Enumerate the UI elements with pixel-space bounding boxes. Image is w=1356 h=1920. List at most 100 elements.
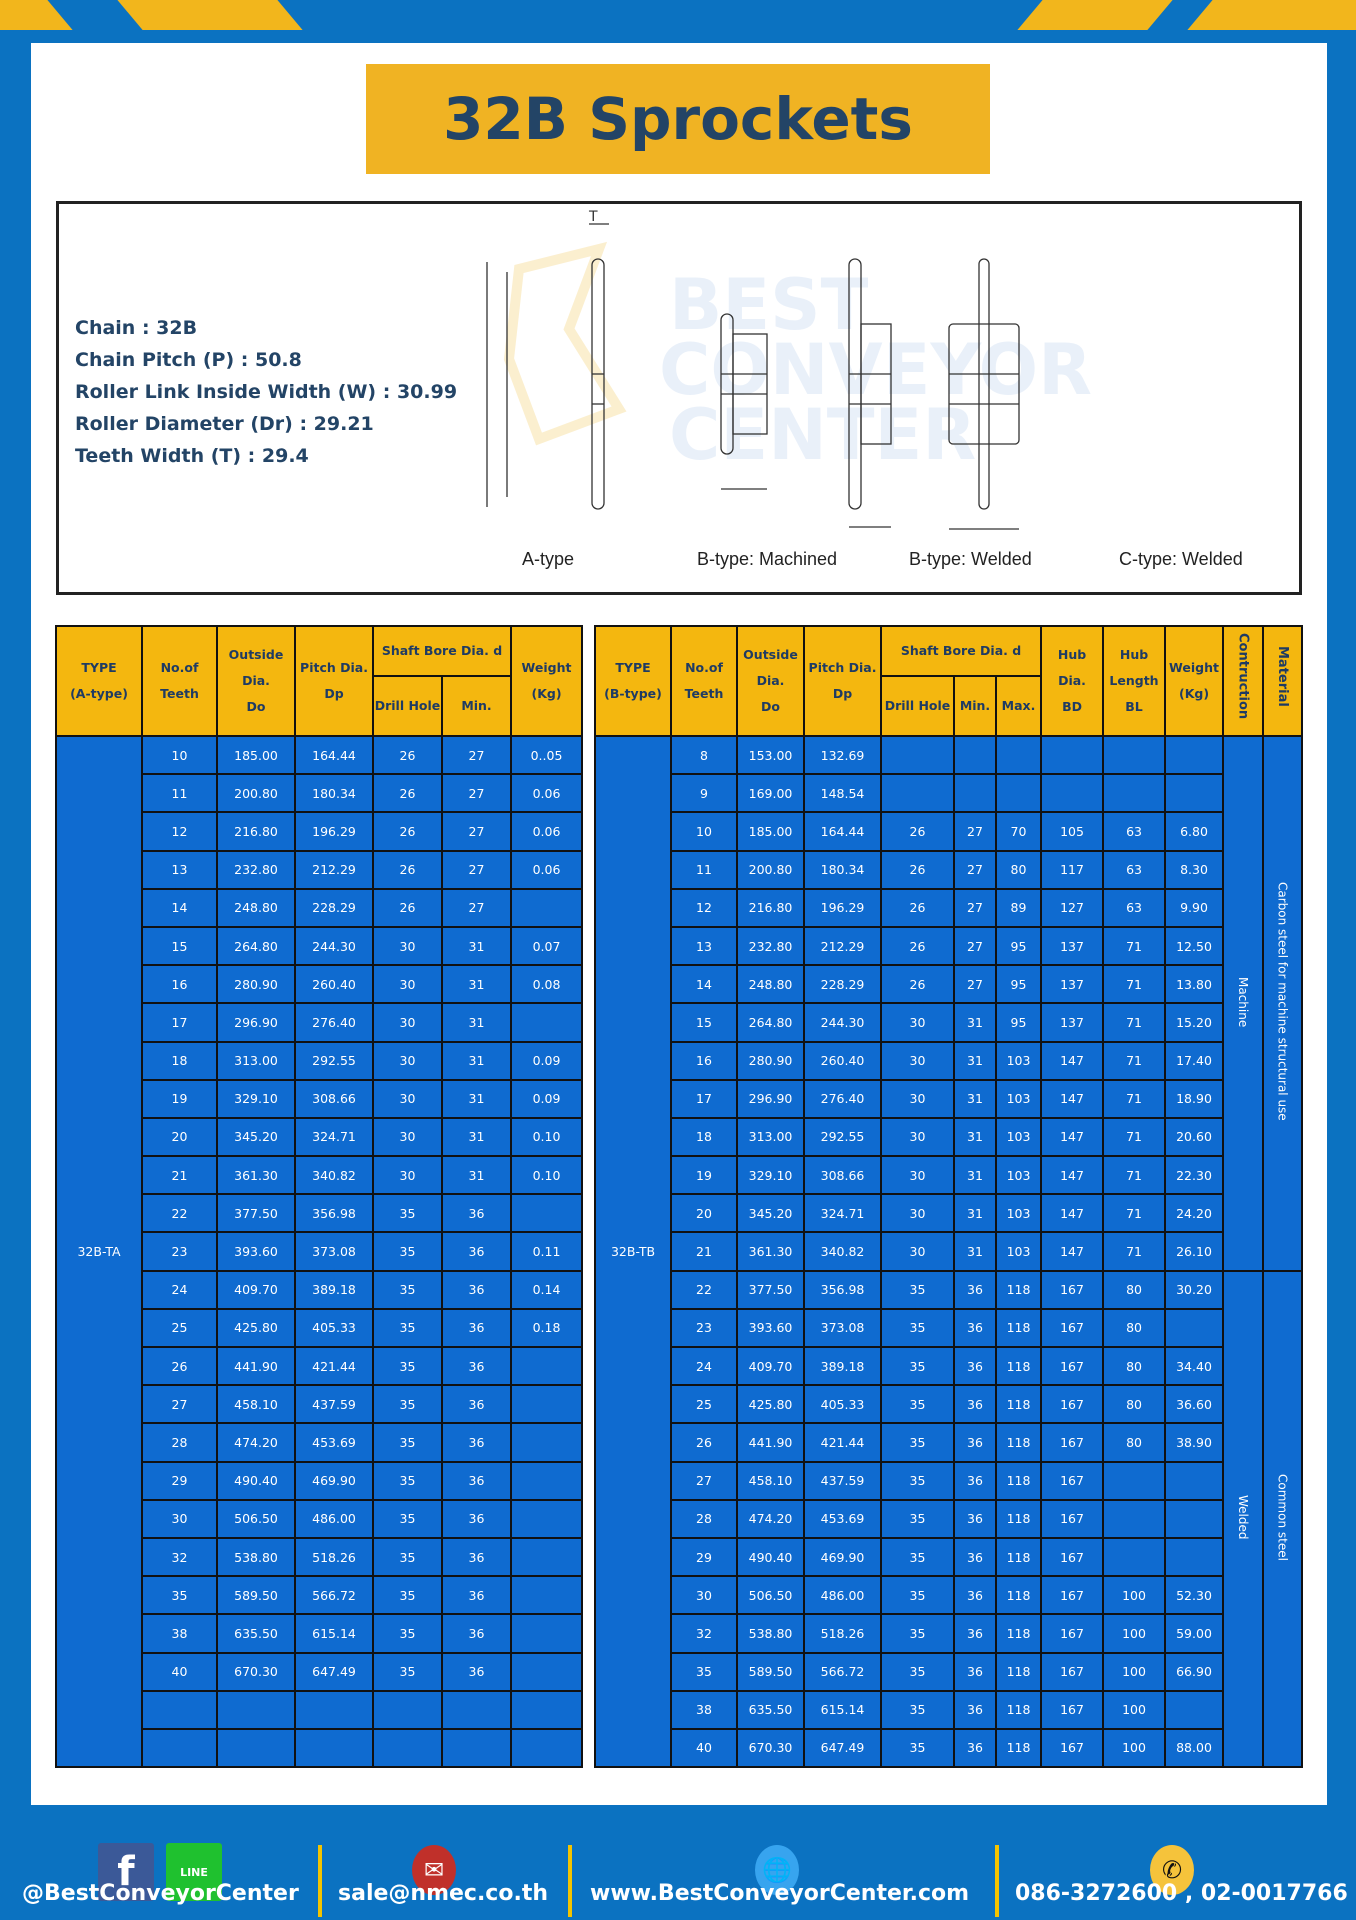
table-row: 28 474.20 453.69 35 36 xyxy=(56,1422,584,1463)
cell-outside-dia: 538.80 xyxy=(216,1536,296,1578)
cell-hub-dia: 167 xyxy=(1040,1613,1105,1654)
cell-drill-hole: 30 xyxy=(372,1078,443,1119)
cell-weight: 0..05 xyxy=(510,734,584,776)
social-handle[interactable]: @BestConveyorCenter xyxy=(22,1881,299,1906)
cell-min-bore: 36 xyxy=(953,1651,997,1692)
cell-teeth: 40 xyxy=(141,1651,218,1692)
construction-label: Welded xyxy=(1236,1495,1251,1540)
cell-weight xyxy=(510,887,584,928)
construction-cell: Welded xyxy=(1222,1269,1265,1769)
cell-teeth: 11 xyxy=(141,773,218,814)
cell-max-bore: 118 xyxy=(994,1422,1043,1463)
cell-pitch-dia: 180.34 xyxy=(803,849,882,890)
cell-max-bore: 103 xyxy=(994,1231,1043,1272)
cell-outside-dia: 329.10 xyxy=(736,1155,805,1196)
website-link[interactable]: www.BestConveyorCenter.com xyxy=(590,1881,970,1906)
cell-weight xyxy=(510,1193,584,1234)
table-row: 10 185.00 164.44 26 27 70 105 63 6.80 xyxy=(595,811,1302,852)
cell-outside-dia xyxy=(216,1689,296,1730)
cell-teeth: 10 xyxy=(670,811,738,852)
cell-drill-hole: 30 xyxy=(880,1078,955,1119)
table-row: 24 409.70 389.18 35 36 0.14 xyxy=(56,1269,584,1310)
cell-outside-dia: 490.40 xyxy=(216,1460,296,1501)
cell-teeth: 40 xyxy=(670,1727,738,1769)
header-outside-dia: Outside Dia. Do xyxy=(216,625,296,737)
cell-outside-dia: 216.80 xyxy=(216,811,296,852)
cell-drill-hole: 26 xyxy=(372,887,443,928)
cell-hub-dia xyxy=(1040,734,1105,776)
cell-hub-dia: 167 xyxy=(1040,1575,1105,1616)
header-weight: Weight (Kg) xyxy=(1164,625,1225,737)
cell-pitch-dia: 228.29 xyxy=(803,964,882,1005)
email-icon: ✉ xyxy=(412,1845,456,1895)
cell-drill-hole: 35 xyxy=(880,1498,955,1539)
cell-pitch-dia: 196.29 xyxy=(803,887,882,928)
cell-teeth: 20 xyxy=(141,1116,218,1158)
cell-teeth: 13 xyxy=(670,925,738,967)
cell-min-bore: 36 xyxy=(953,1345,997,1387)
footer: f LINE @BestConveyorCenter ✉ sale@nmec.c… xyxy=(0,1805,1356,1920)
cell-hub-dia: 147 xyxy=(1040,1231,1105,1272)
cell-drill-hole: 35 xyxy=(880,1269,955,1310)
cell-hub-length: 71 xyxy=(1102,1040,1167,1081)
cell-pitch-dia xyxy=(294,1689,374,1730)
cell-pitch-dia: 389.18 xyxy=(803,1345,882,1387)
label-c-welded: C-type: Welded xyxy=(1119,549,1243,569)
spec-width: Roller Link Inside Width (W) : 30.99 xyxy=(75,381,458,403)
cell-pitch-dia: 518.26 xyxy=(294,1536,374,1578)
cell-weight: 36.60 xyxy=(1164,1384,1225,1425)
line-icon[interactable]: LINE xyxy=(166,1843,222,1901)
header-teeth: No.of Teeth xyxy=(141,625,218,737)
cell-weight xyxy=(1164,1536,1225,1578)
cell-weight: 88.00 xyxy=(1164,1727,1225,1769)
cell-weight: 0.14 xyxy=(510,1269,584,1310)
cell-teeth: 15 xyxy=(141,925,218,967)
cell-outside-dia: 441.90 xyxy=(736,1422,805,1463)
cell-hub-dia: 137 xyxy=(1040,925,1105,967)
cell-hub-length: 63 xyxy=(1102,849,1167,890)
cell-min-bore: 27 xyxy=(953,887,997,928)
cell-teeth: 14 xyxy=(670,964,738,1005)
cell-outside-dia: 490.40 xyxy=(736,1536,805,1578)
cell-hub-length: 71 xyxy=(1102,964,1167,1005)
cell-hub-dia: 167 xyxy=(1040,1307,1105,1349)
cell-min-bore: 36 xyxy=(440,1460,513,1501)
cell-outside-dia: 264.80 xyxy=(736,1002,805,1043)
cell-drill-hole: 35 xyxy=(372,1231,443,1272)
cell-max-bore: 103 xyxy=(994,1116,1043,1158)
phone-numbers[interactable]: 086-3272600 , 02-0017766 xyxy=(1015,1881,1348,1906)
cell-max-bore: 103 xyxy=(994,1078,1043,1119)
cell-outside-dia: 169.00 xyxy=(736,773,805,814)
cell-hub-length: 71 xyxy=(1102,1193,1167,1234)
cell-pitch-dia: 566.72 xyxy=(294,1575,374,1616)
table-row: 28 474.20 453.69 35 36 118 167 xyxy=(595,1498,1302,1539)
cell-drill-hole: 30 xyxy=(372,1116,443,1158)
cell-min-bore xyxy=(440,1727,513,1769)
header-pitch-dia: Pitch Dia. Dp xyxy=(294,625,374,737)
cell-teeth: 13 xyxy=(141,849,218,890)
cell-pitch-dia: 421.44 xyxy=(803,1422,882,1463)
cell-pitch-dia: 292.55 xyxy=(803,1116,882,1158)
cell-pitch-dia: 180.34 xyxy=(294,773,374,814)
email-link[interactable]: sale@nmec.co.th xyxy=(338,1881,548,1906)
cell-min-bore: 31 xyxy=(440,1155,513,1196)
cell-teeth xyxy=(141,1727,218,1769)
cell-hub-length: 71 xyxy=(1102,1155,1167,1196)
table-row: 18 313.00 292.55 30 31 0.09 xyxy=(56,1040,584,1081)
cell-hub-length xyxy=(1102,1498,1167,1539)
cell-outside-dia: 248.80 xyxy=(216,887,296,928)
cell-hub-dia: 147 xyxy=(1040,1116,1105,1158)
cell-pitch-dia: 276.40 xyxy=(294,1002,374,1043)
cell-teeth: 35 xyxy=(670,1651,738,1692)
cell-drill-hole: 26 xyxy=(372,734,443,776)
cell-hub-dia: 167 xyxy=(1040,1269,1105,1310)
cell-drill-hole: 35 xyxy=(880,1422,955,1463)
cell-pitch-dia: 324.71 xyxy=(803,1193,882,1234)
cell-weight xyxy=(1164,1307,1225,1349)
cell-outside-dia: 361.30 xyxy=(216,1155,296,1196)
spec-pitch: Chain Pitch (P) : 50.8 xyxy=(75,349,302,371)
facebook-icon[interactable]: f xyxy=(98,1843,154,1901)
cell-teeth: 27 xyxy=(141,1384,218,1425)
cell-outside-dia: 296.90 xyxy=(736,1078,805,1119)
